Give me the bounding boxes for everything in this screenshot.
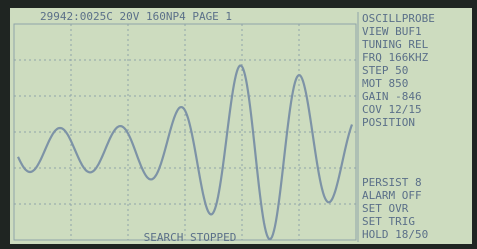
panel-line: GAIN -846 — [362, 90, 422, 103]
panel-line: OSCILLPROBE — [362, 12, 435, 25]
header-status: 29942:0025C 20V 160NP4 PAGE 1 — [40, 10, 232, 23]
lcd-screen: 29942:0025C 20V 160NP4 PAGE 1 OSCILLPROB… — [0, 0, 477, 249]
setting-line: HOLD 18/50 — [362, 228, 428, 241]
panel-line: POSITION — [362, 116, 415, 129]
setting-line: PERSIST 8 — [362, 176, 422, 189]
page: 29942:0025C 20V 160NP4 PAGE 1 OSCILLPROB… — [0, 0, 477, 249]
panel-line: COV 12/15 — [362, 103, 422, 116]
setting-line: SET TRIG — [362, 215, 415, 228]
panel-line: MOT 850 — [362, 77, 408, 90]
panel-line: TUNING REL — [362, 38, 429, 51]
panel-line: STEP 50 — [362, 64, 408, 77]
setting-line: ALARM OFF — [362, 189, 422, 202]
setting-line: SET OVR — [362, 202, 409, 215]
panel-line: VIEW BUF1 — [362, 25, 422, 38]
panel-line: FRQ 166KHZ — [362, 51, 429, 64]
footer-status: SEARCH STOPPED — [144, 231, 237, 244]
